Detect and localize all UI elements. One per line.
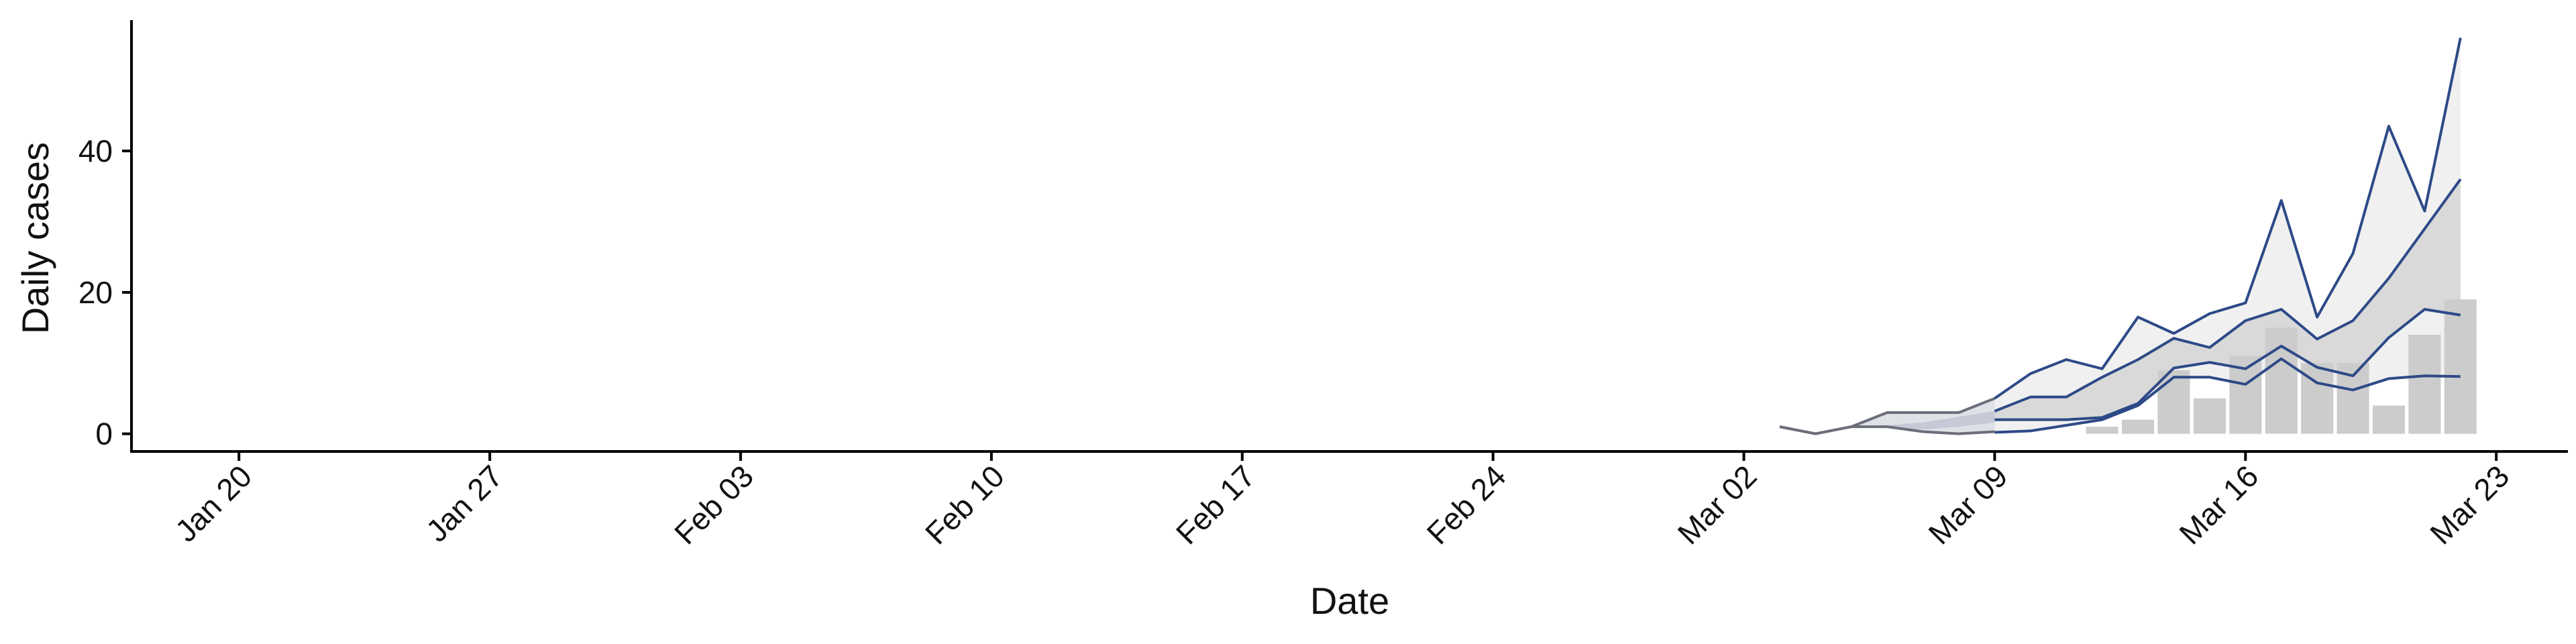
forecast-bands bbox=[1994, 38, 2461, 433]
forecast-line-lower-50 bbox=[1994, 308, 2461, 421]
x-axis-ticks: Jan 20 Jan 27 Feb 03 Feb 10 Feb 17 Feb 24 Mar … bbox=[168, 451, 2516, 551]
past-band-inner bbox=[1779, 411, 1995, 434]
x-tick-label: Feb 03 bbox=[667, 458, 760, 551]
forecast-line-upper-50 bbox=[1994, 178, 2462, 413]
case-bar bbox=[2157, 370, 2190, 434]
case-bar bbox=[2265, 327, 2298, 434]
y-tick-label: 20 bbox=[78, 275, 113, 310]
x-tick-label: Feb 10 bbox=[918, 458, 1011, 551]
case-bar bbox=[2193, 398, 2226, 434]
x-tick-label: Mar 23 bbox=[2423, 458, 2516, 551]
case-bar bbox=[2122, 419, 2155, 434]
y-axis-ticks: 0 20 40 bbox=[78, 133, 131, 451]
case-bar bbox=[2372, 405, 2405, 434]
forecast-line-lower-90 bbox=[1994, 357, 2461, 434]
y-tick-label: 40 bbox=[78, 133, 113, 168]
x-tick-label: Jan 27 bbox=[419, 458, 509, 548]
past-lower-line bbox=[1779, 425, 1995, 435]
forecast-band-90 bbox=[1994, 38, 2461, 433]
past-estimate-bands bbox=[1779, 397, 1996, 435]
case-bar bbox=[2408, 335, 2441, 434]
x-tick-label: Mar 16 bbox=[2172, 458, 2265, 551]
x-tick-label: Jan 20 bbox=[168, 458, 258, 548]
forecast-line-upper-90 bbox=[1994, 37, 2462, 400]
x-tick-label: Feb 24 bbox=[1420, 458, 1513, 551]
x-tick-label: Feb 17 bbox=[1169, 458, 1262, 551]
x-tick-label: Mar 02 bbox=[1671, 458, 1764, 551]
x-axis-title: Date bbox=[1310, 580, 1389, 622]
case-bar bbox=[2301, 363, 2334, 434]
forecast-lines bbox=[1994, 37, 2462, 434]
case-bar bbox=[2086, 427, 2118, 434]
past-band-outer bbox=[1779, 398, 1995, 434]
forecast-band-50 bbox=[1994, 179, 2461, 420]
x-tick-label: Mar 09 bbox=[1921, 458, 2014, 551]
y-tick-label: 0 bbox=[95, 417, 113, 451]
case-bar bbox=[2444, 299, 2477, 434]
y-axis-title: Daily cases bbox=[14, 142, 56, 334]
